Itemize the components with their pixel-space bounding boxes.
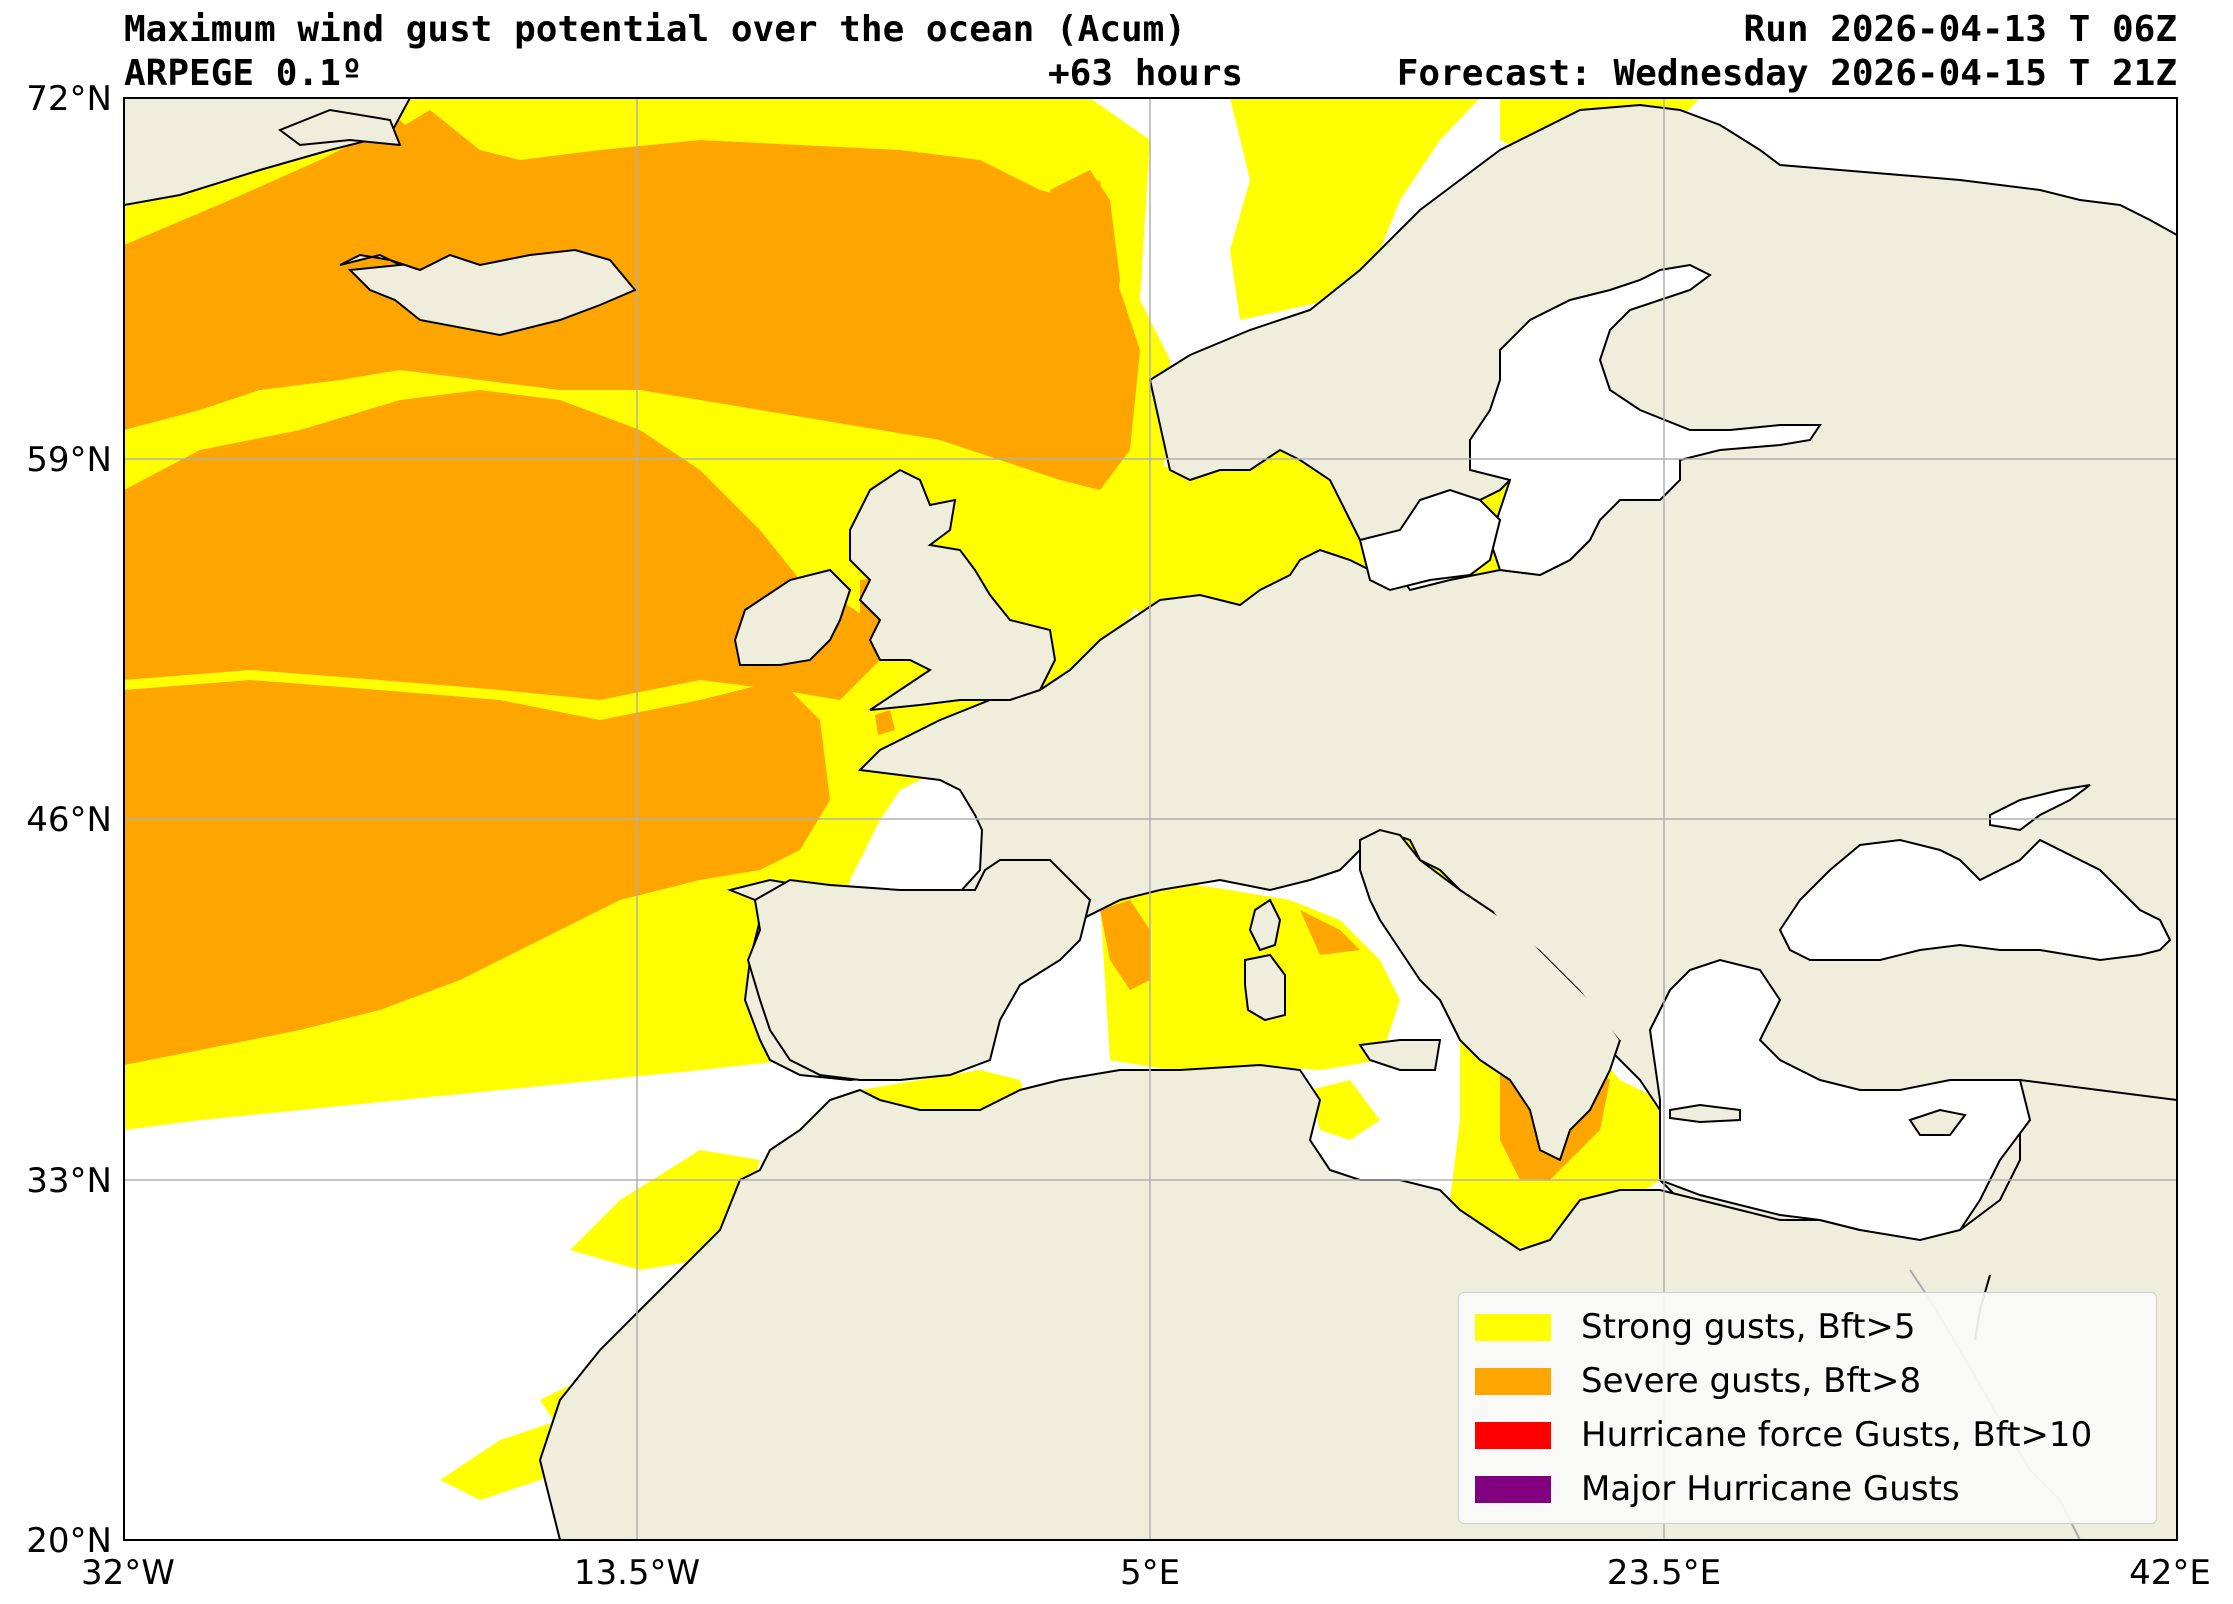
lead-time-label: +63 hours (1048, 53, 1244, 94)
black-sea (1778, 838, 2172, 962)
latitude-tick-labels: 72°N 59°N 46°N 33°N 20°N (26, 79, 112, 1561)
italy (1359, 828, 1622, 1162)
legend-label: Strong gusts, Bft>5 (1581, 1307, 1916, 1347)
iberia (746, 859, 1092, 1081)
ireland (733, 568, 852, 666)
lat-tick-label: 20°N (26, 1521, 112, 1561)
legend-item-hurricane: Hurricane force Gusts, Bft>10 (1475, 1415, 2092, 1455)
map-frame (123, 97, 2178, 1541)
longitude-tick-labels: 32°W 13.5°W 5°E 23.5°E 42°E (81, 1553, 2211, 1593)
lon-tick-label: 42°E (2129, 1553, 2211, 1593)
severe-gust-areas (124, 110, 1610, 1180)
legend-swatch (1475, 1313, 1551, 1341)
lon-tick-label: 13.5°W (574, 1553, 700, 1593)
iceland (339, 248, 637, 337)
lat-tick-label: 59°N (26, 440, 112, 480)
land-masses (124, 98, 2177, 1332)
cyprus (1908, 1108, 1967, 1136)
legend-swatch (1475, 1421, 1551, 1449)
great-britain (849, 468, 1057, 711)
lat-tick-label: 33°N (26, 1161, 112, 1201)
model-label: ARPEGE 0.1º (124, 53, 363, 94)
legend: Strong gusts, Bft>5 Severe gusts, Bft>8 … (1458, 1292, 2157, 1524)
sardinia (1244, 953, 1286, 1022)
legend-item-severe: Severe gusts, Bft>8 (1475, 1361, 1921, 1401)
gridlines (124, 98, 2177, 1540)
legend-item-major-hurricane: Major Hurricane Gusts (1475, 1469, 1960, 1509)
lat-tick-label: 72°N (26, 79, 112, 119)
aegean-sea (1648, 958, 2032, 1242)
lat-tick-label: 46°N (26, 800, 112, 840)
sicily (1358, 1039, 1442, 1071)
british-isles (733, 468, 1057, 711)
legend-label: Major Hurricane Gusts (1581, 1469, 1960, 1509)
legend-label: Severe gusts, Bft>8 (1581, 1361, 1922, 1401)
legend-item-strong: Strong gusts, Bft>5 (1475, 1307, 1916, 1347)
crete (1669, 1103, 1741, 1124)
corsica (1248, 898, 1282, 952)
lon-tick-label: 23.5°E (1607, 1553, 1721, 1593)
legend-swatch (1475, 1475, 1551, 1503)
map-title: Maximum wind gust potential over the oce… (124, 9, 1187, 50)
baltic-sea (1358, 488, 1502, 592)
lon-tick-label: 5°E (1120, 1553, 1180, 1593)
run-label: Run 2026-04-13 T 06Z (1743, 9, 2177, 50)
lon-tick-label: 32°W (81, 1553, 175, 1593)
forecast-valid-label: Forecast: Wednesday 2026-04-15 T 21Z (1396, 53, 2177, 94)
legend-swatch (1475, 1367, 1551, 1395)
legend-label: Hurricane force Gusts, Bft>10 (1581, 1415, 2093, 1455)
